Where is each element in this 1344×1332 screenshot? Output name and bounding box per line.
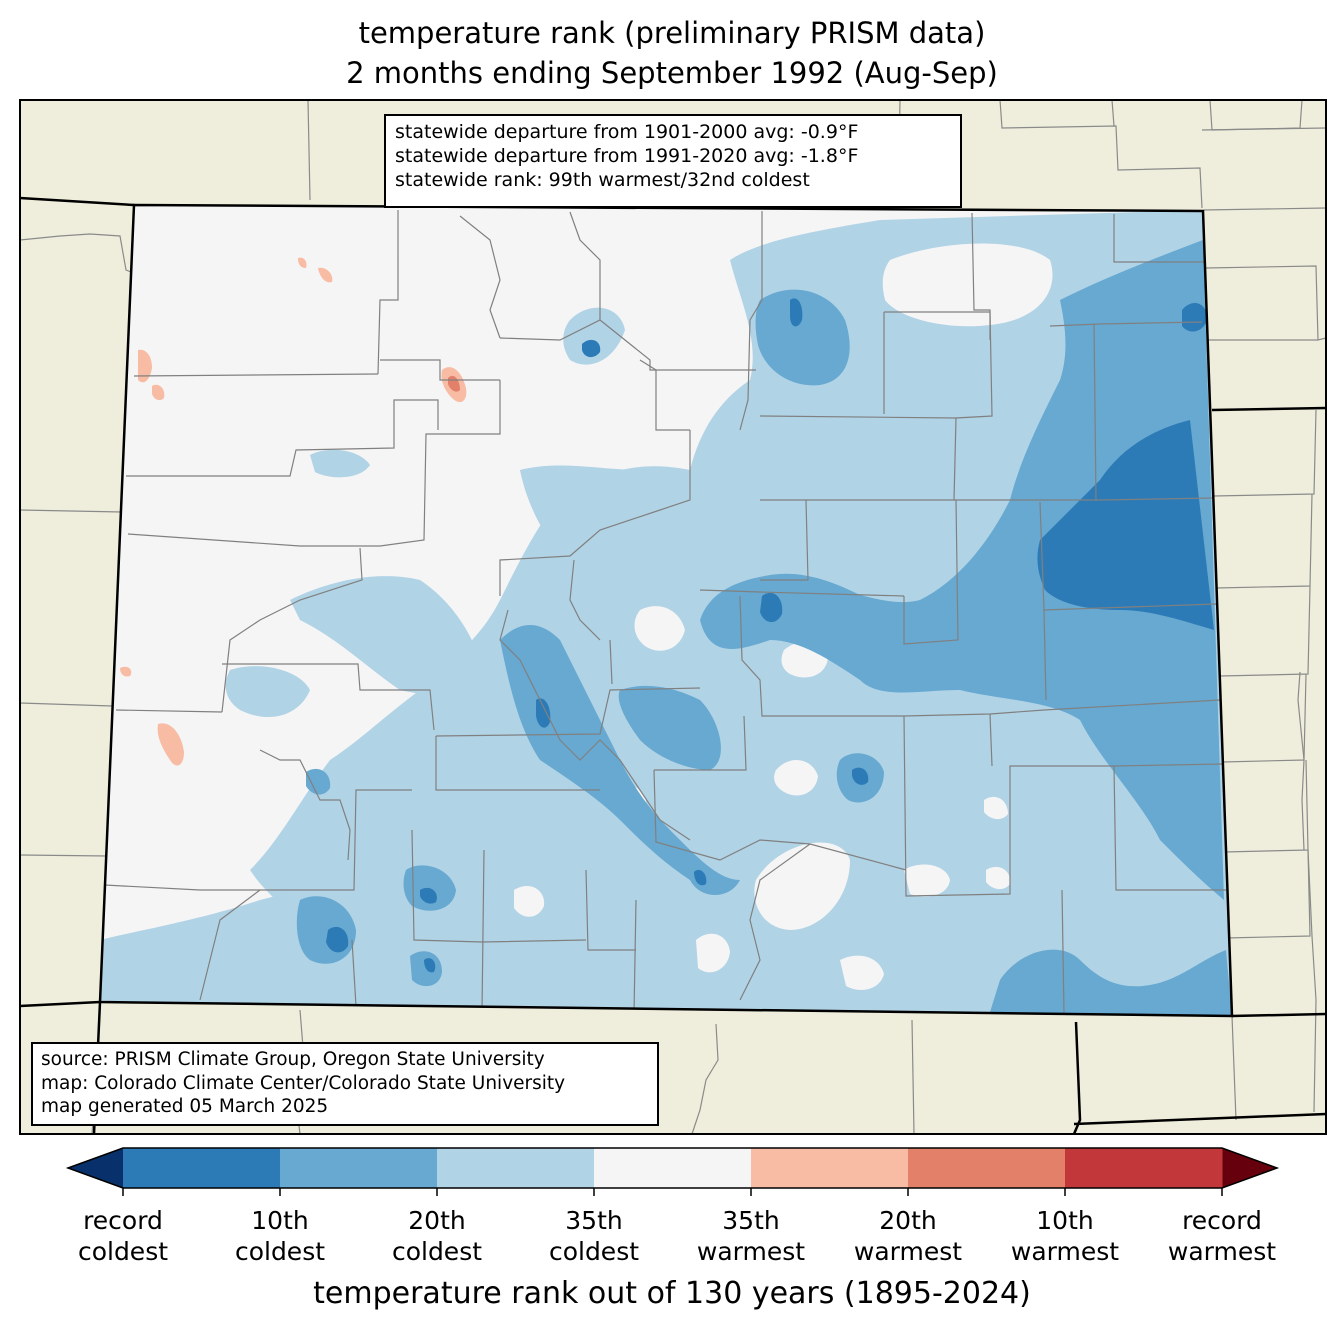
rank-region-nw-patch (310, 449, 370, 478)
stats-statewide-rank: statewide rank: 99th warmest/32nd coldes… (395, 169, 810, 191)
source-line: source: PRISM Climate Group, Oregon Stat… (41, 1049, 545, 1070)
colorbar-over-arrow (1222, 1148, 1277, 1188)
colorbar-tick-label-line2: warmest (1167, 1237, 1277, 1266)
colorbar-bin-2 (437, 1148, 595, 1188)
warm-patch-1 (138, 349, 152, 383)
normal-hole-10 (986, 866, 1011, 890)
cold10-region-sw-3 (424, 958, 436, 973)
cold20-region-sw-3 (410, 951, 442, 987)
colorbar-bin-0 (123, 1148, 281, 1188)
neighbor-county-lines (19, 99, 1327, 1135)
cold10-region-central (852, 767, 869, 785)
colorbar-tick-label-7: record warmest (1122, 1205, 1322, 1267)
statewide-stats-box: statewide departure from 1901-2000 avg: … (384, 114, 962, 208)
cold10-region-south (694, 869, 707, 886)
map-frame (19, 99, 1327, 1135)
colorbar-tick-label-line2: coldest (548, 1237, 640, 1266)
normal-hole-9 (984, 796, 1008, 820)
colorbar-tick-label-5: 20th warmest (808, 1205, 1008, 1267)
cold10-region-mid (760, 592, 783, 623)
colorbar-tick-label-line1: record (83, 1206, 163, 1235)
warm-patch-4 (157, 723, 184, 766)
colorbar-tick-label-line1: 10th (1036, 1206, 1094, 1235)
warm-patch-2 (152, 384, 165, 401)
normal-hole-2 (774, 759, 818, 796)
cold20-region-mid (618, 685, 721, 770)
cold20-region-east (700, 240, 1224, 900)
colorbar-bin-5 (908, 1148, 1066, 1188)
colorbar-label: temperature rank out of 130 years (1895-… (313, 1276, 1031, 1311)
normal-hole-6 (696, 933, 730, 973)
normal-hole-7 (840, 955, 884, 990)
cold10-region-lake (582, 339, 601, 358)
colorbar-bin-1 (280, 1148, 438, 1188)
colorbar-tick-label-line1: 35th (722, 1206, 780, 1235)
stats-departure-1991-2020: statewide departure from 1991-2020 avg: … (395, 145, 859, 167)
cold20-region-west-small (306, 768, 331, 795)
map-title: temperature rank (preliminary PRISM data… (358, 16, 986, 50)
map-subtitle: 2 months ending September 1992 (Aug-Sep) (346, 56, 998, 90)
cold10-region-ridge (536, 698, 551, 728)
colorbar-tick-label-4: 35th warmest (651, 1205, 851, 1267)
rank-region-central (520, 465, 700, 598)
colorbar-tick-label-line1: 35th (565, 1206, 623, 1235)
colorbar-under-arrow (68, 1148, 123, 1188)
rank-region-north-patch (563, 307, 625, 365)
colorbar-tick-label-line2: coldest (391, 1237, 483, 1266)
county-boundaries (103, 210, 1226, 1015)
cold10-region-east (1037, 420, 1214, 630)
warm-patch-6 (298, 257, 307, 268)
normal-hole-ne (882, 243, 1053, 327)
normal-hole-3 (754, 842, 850, 930)
normal-hole-12 (514, 885, 545, 917)
warm-patch-5 (318, 267, 333, 283)
colorbar-tick-label-0: record coldest (23, 1205, 223, 1267)
colorbar-tick-label-3: 35th coldest (494, 1205, 694, 1267)
colorbar-tick-label-line1: 20th (408, 1206, 466, 1235)
normal-hole-4 (904, 864, 950, 897)
cold10-region-ne (1182, 303, 1208, 332)
colorbar-bin-4 (751, 1148, 909, 1188)
cold10-region-sw-1 (326, 926, 349, 953)
cold20-region-north (755, 289, 850, 386)
colorbar-tick-label-line2: warmest (696, 1237, 806, 1266)
colorbar-tick-label-line1: 10th (251, 1206, 309, 1235)
generated-date-line: map generated 05 March 2025 (41, 1096, 329, 1117)
colorbar-bin-3 (594, 1148, 752, 1188)
cold10-region-north (790, 298, 803, 327)
cold20-region-se (990, 949, 1232, 1016)
stats-departure-1901-2000: statewide departure from 1901-2000 avg: … (395, 121, 859, 143)
colorbar-tick-label-line2: warmest (853, 1237, 963, 1266)
colorbar-tick-label-1: 10th coldest (180, 1205, 380, 1267)
warm-patch-7 (120, 666, 132, 677)
colorbar-tick-label-line2: coldest (234, 1237, 326, 1266)
colorbar-tick-label-6: 10th warmest (965, 1205, 1165, 1267)
colorbar-tick-label-line2: coldest (77, 1237, 169, 1266)
colorbar-tick-label-line1: 20th (879, 1206, 937, 1235)
colorbar (65, 1147, 1280, 1196)
source-credits-box: source: PRISM Climate Group, Oregon Stat… (31, 1042, 659, 1126)
rank-region-west-patch (225, 666, 310, 718)
cold20-region-sw-2 (403, 865, 456, 911)
normal-hole-5 (634, 606, 685, 651)
colorbar-tick-label-line1: record (1182, 1206, 1262, 1235)
map-credit-line: map: Colorado Climate Center/Colorado St… (41, 1072, 566, 1094)
cold10-region-sw-2 (420, 887, 437, 904)
colorbar-tick-label-line2: warmest (1010, 1237, 1120, 1266)
colorbar-bin-6 (1065, 1148, 1223, 1188)
colorbar-tick-label-2: 20th coldest (337, 1205, 537, 1267)
rank-region-central-west (290, 576, 480, 694)
rank-region-sw (100, 870, 430, 1012)
